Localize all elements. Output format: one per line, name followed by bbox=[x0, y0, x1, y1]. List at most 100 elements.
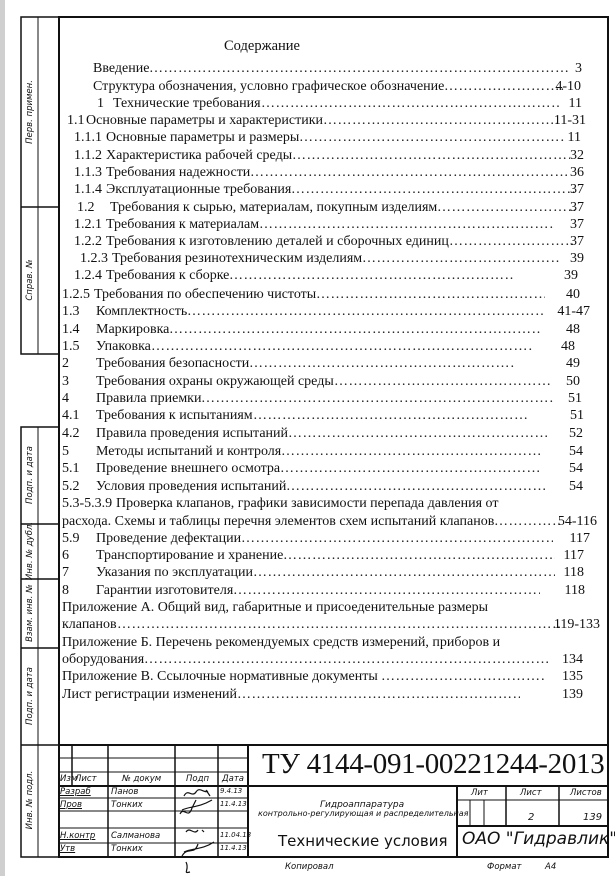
toc-entry-number: 1.2.3 bbox=[80, 251, 108, 266]
toc-entry-title: Гарантии изготовителя bbox=[96, 583, 234, 598]
dot-leader bbox=[237, 686, 520, 704]
toc-entry-number: 1.1.2 bbox=[74, 148, 102, 163]
dot-leader bbox=[169, 321, 540, 339]
signer-date: 11.4.13 bbox=[220, 844, 247, 852]
sheet-number: 2 bbox=[528, 812, 535, 823]
toc-entry-page: 37 bbox=[570, 217, 584, 232]
toc-entry-title: Требования безопасности bbox=[96, 356, 250, 371]
toc-entry-title: Приложение А. Общий вид, габаритные и пр… bbox=[62, 600, 489, 615]
toc-entry-number: 1.2.1 bbox=[74, 217, 102, 232]
toc-entry-number: 5 bbox=[62, 444, 69, 459]
document-designation: ТУ 4144-091-00221244-2013 bbox=[262, 748, 605, 780]
dot-leader bbox=[283, 547, 555, 565]
toc-entry-page: 50 bbox=[566, 374, 580, 389]
dot-leader bbox=[286, 478, 545, 496]
toc-entry-title: клапанов bbox=[62, 617, 117, 632]
lit-label: Лит bbox=[471, 788, 488, 798]
dot-leader bbox=[259, 216, 555, 234]
copied-label: Копировал bbox=[285, 862, 334, 872]
sheets-label: Листов bbox=[570, 788, 602, 798]
toc-entry-title: оборудования bbox=[62, 652, 145, 667]
dot-leader bbox=[151, 338, 532, 356]
signer-name: Панов bbox=[111, 787, 139, 797]
toc-entry-page: 39 bbox=[564, 268, 578, 283]
dot-leader bbox=[334, 373, 550, 391]
dot-leader bbox=[280, 460, 540, 478]
header-doc-no: № докум bbox=[122, 774, 162, 784]
signature bbox=[181, 841, 215, 874]
toc-entry-number: 1.1.1 bbox=[74, 130, 102, 145]
toc-entry-page: 134 bbox=[562, 652, 583, 667]
toc-entry-title: Проверка клапанов, графики зависимости п… bbox=[116, 496, 499, 511]
sidebar-label-dup-inv: Инв. № дубл. bbox=[25, 521, 35, 581]
toc-entry-number: 1.2.5 bbox=[62, 287, 90, 302]
toc-entry-number: 1.2.4 bbox=[74, 268, 102, 283]
toc-entry-title: Требования к сборке bbox=[106, 268, 230, 283]
toc-entry-page: 11 bbox=[568, 96, 582, 111]
toc-entry-title: Требования к сырью, материалам, покупным… bbox=[110, 200, 438, 215]
scan-edge bbox=[0, 0, 5, 876]
toc-entry-number: 4 bbox=[62, 391, 69, 406]
sidebar-label-sign-date: Подп. и дата bbox=[25, 446, 35, 504]
toc-entry-page: 54 bbox=[569, 444, 583, 459]
signature bbox=[185, 829, 205, 833]
toc-entry-page: 139 bbox=[562, 687, 583, 702]
dot-leader bbox=[117, 616, 562, 634]
toc-entry-page: 54 bbox=[569, 479, 583, 494]
toc-entry-title: Приложение Б. Перечень рекомендуемых сре… bbox=[62, 635, 501, 650]
toc-entry-title: Приложение В. Ссылочные нормативные доку… bbox=[62, 669, 378, 684]
organization: ОАО "Гидравлик" bbox=[462, 829, 615, 849]
signer-date: 11.04.13 bbox=[220, 831, 252, 839]
dot-leader bbox=[288, 425, 550, 443]
toc-entry-title: Введение bbox=[93, 61, 150, 76]
dot-leader bbox=[233, 582, 540, 600]
dot-leader bbox=[316, 286, 545, 304]
signature bbox=[183, 789, 211, 797]
toc-entry-title: Требования резинотехническим изделиям bbox=[112, 251, 363, 266]
toc-entry-title: Комплектность bbox=[96, 304, 188, 319]
toc-entry-page: 52 bbox=[569, 426, 583, 441]
toc-entry-number: 1.1.4 bbox=[74, 182, 102, 197]
toc-entry-title: Маркировка bbox=[96, 322, 170, 337]
sidebar-label-first-use: Перв. примен. bbox=[25, 80, 35, 144]
toc-entry-title: Требования к материалам bbox=[106, 217, 260, 232]
header-signature: Подп bbox=[186, 774, 210, 784]
sheet-label: Лист bbox=[520, 788, 542, 798]
toc-entry-title: Характеристика рабочей среды bbox=[106, 148, 293, 163]
toc-entry-page: 117 bbox=[569, 531, 590, 546]
toc-entry-title: Указания по эксплуатации bbox=[96, 565, 253, 580]
product-line-1: Гидроаппаратура bbox=[320, 800, 405, 810]
toc-entry-page: 11-31 bbox=[553, 113, 586, 128]
toc-entry-page: 3 bbox=[575, 61, 582, 76]
toc-entry-number: 6 bbox=[62, 548, 69, 563]
toc-entry-title: Правила приемки bbox=[96, 391, 202, 406]
toc-entry-title: Упаковка bbox=[96, 339, 151, 354]
toc-entry-number: 1.1.3 bbox=[74, 165, 102, 180]
signer-role: Разраб bbox=[60, 787, 91, 797]
signer-date: 11.4.13 bbox=[220, 800, 247, 808]
dot-leader bbox=[253, 407, 530, 425]
toc-entry-page: 118 bbox=[564, 583, 585, 598]
toc-entry-title: Проведение дефектации bbox=[96, 531, 242, 546]
toc-entry-page: 119-133 bbox=[553, 617, 600, 632]
toc-entry-number: 4.2 bbox=[62, 426, 80, 441]
toc-entry-title: Основные параметры и характеристики bbox=[86, 113, 324, 128]
toc-entry-page: 118 bbox=[563, 565, 584, 580]
dot-leader bbox=[149, 60, 570, 78]
toc-entry-page: 37 bbox=[570, 234, 584, 249]
signature bbox=[179, 799, 213, 815]
sidebar-label-reference-no: Справ. № bbox=[25, 259, 35, 301]
signer-name: Салманова bbox=[111, 831, 161, 841]
toc-entry-page: 37 bbox=[570, 200, 584, 215]
toc-entry-title: расхода. Схемы и таблицы перечня элемент… bbox=[62, 514, 495, 529]
sidebar-label-original-inv: Инв. № подл. bbox=[25, 770, 35, 830]
toc-entry-page: 11 bbox=[567, 130, 581, 145]
toc-entry-number: 5.1 bbox=[62, 461, 80, 476]
toc-entry-page: 51 bbox=[570, 408, 584, 423]
toc-entry-page: 37 bbox=[570, 182, 584, 197]
toc-entry-number: 8 bbox=[62, 583, 69, 598]
toc-entry-number: 1.1 bbox=[67, 113, 85, 128]
signer-date: 9.4.13 bbox=[220, 787, 243, 795]
dot-leader bbox=[250, 164, 570, 182]
